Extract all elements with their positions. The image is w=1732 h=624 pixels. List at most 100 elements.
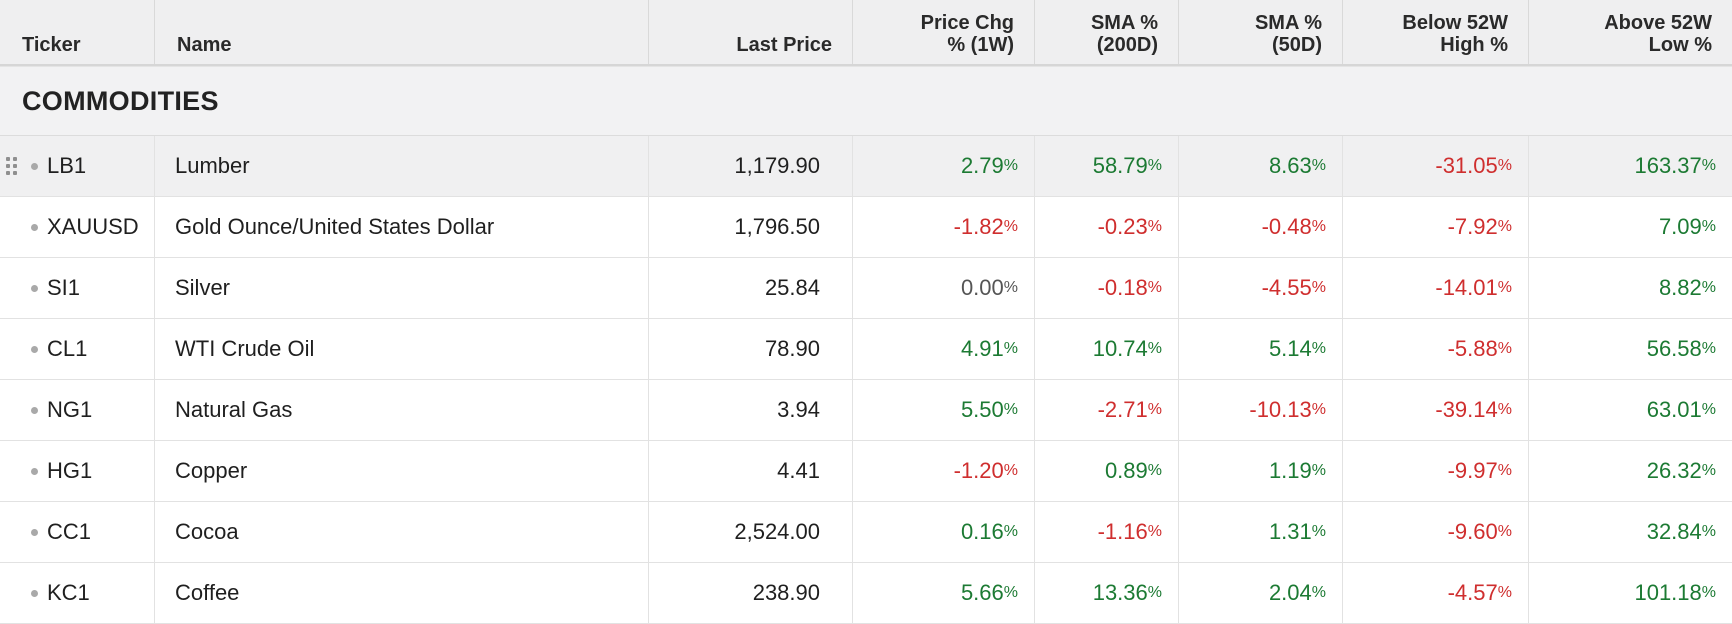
drag-handle-icon[interactable] — [6, 157, 18, 175]
ticker-symbol: CC1 — [47, 519, 92, 544]
last-price-cell: 25.84 — [649, 258, 853, 318]
percent-unit: % — [1311, 157, 1326, 174]
instrument-name: Coffee — [175, 580, 240, 605]
last-price-cell: 78.90 — [649, 319, 853, 379]
instrument-name: Gold Ounce/United States Dollar — [175, 214, 495, 239]
column-header-above-52w-low[interactable]: Above 52W Low % — [1529, 0, 1732, 64]
below-52w-high-value: -4.57 — [1447, 580, 1498, 605]
ticker-cell[interactable]: KC1 — [0, 563, 155, 623]
below-52w-high-value: -9.60 — [1447, 519, 1498, 544]
column-header-label: SMA % (200D) — [1090, 12, 1158, 56]
percent-unit: % — [1311, 218, 1326, 235]
below-52w-high-value: -7.92 — [1447, 214, 1498, 239]
column-header-sma-50d[interactable]: SMA % (50D) — [1179, 0, 1343, 64]
column-header-ticker[interactable]: Ticker — [0, 0, 155, 64]
price-chg-1w-cell: -1.20% — [853, 441, 1035, 501]
ticker-symbol: XAUUSD — [47, 214, 139, 239]
percent-unit: % — [1147, 462, 1162, 479]
table-row[interactable]: LB1 Lumber 1,179.90 2.79% 58.79% 8.63% -31.05%… — [0, 136, 1732, 197]
table-row[interactable]: XAUUSD Gold Ounce/United States Dollar 1,7… — [0, 197, 1732, 258]
column-header-label: Below 52W High % — [1402, 12, 1508, 56]
ticker-cell[interactable]: NG1 — [0, 380, 155, 440]
ticker-symbol: LB1 — [47, 153, 87, 178]
price-chg-1w-cell: 0.16% — [853, 502, 1035, 562]
below-52w-high-value: -39.14 — [1435, 397, 1498, 422]
name-cell[interactable]: Gold Ounce/United States Dollar — [155, 197, 649, 257]
table-row[interactable]: NG1 Natural Gas 3.94 5.50% -2.71% -10.13% -39.… — [0, 380, 1732, 441]
below-52w-high-value: -9.97 — [1447, 458, 1498, 483]
instrument-name: Silver — [175, 275, 231, 300]
bullet-icon — [31, 406, 38, 414]
price-chg-1w-cell: 0.00% — [853, 258, 1035, 318]
ticker-cell[interactable]: HG1 — [0, 441, 155, 501]
instrument-name: Lumber — [175, 153, 250, 178]
table-row[interactable]: CC1 Cocoa 2,524.00 0.16% -1.16% 1.31% -9.60% 32… — [0, 502, 1732, 563]
percent-unit: % — [1701, 462, 1716, 479]
column-header-below-52w-high[interactable]: Below 52W High % — [1343, 0, 1529, 64]
section-header-commodities: COMMODITIES — [0, 66, 1732, 136]
ticker-cell[interactable]: CC1 — [0, 502, 155, 562]
name-cell[interactable]: Lumber — [155, 136, 649, 196]
sma-50d-cell: -0.48% — [1179, 197, 1343, 257]
ticker-cell[interactable]: CL1 — [0, 319, 155, 379]
sma-200d-value: 0.89 — [1104, 458, 1148, 483]
last-price-cell: 238.90 — [649, 563, 853, 623]
sma-200d-cell: 0.89% — [1035, 441, 1179, 501]
column-header-name[interactable]: Name — [155, 0, 649, 64]
sma-50d-cell: 8.63% — [1179, 136, 1343, 196]
last-price-cell: 1,796.50 — [649, 197, 853, 257]
percent-unit: % — [1701, 523, 1716, 540]
bullet-icon — [31, 223, 38, 231]
table-row[interactable]: SI1 Silver 25.84 0.00% -0.18% -4.55% -14.01% 8.… — [0, 258, 1732, 319]
table-row[interactable]: KC1 Coffee 238.90 5.66% 13.36% 2.04% -4.57% 101… — [0, 563, 1732, 624]
percent-unit: % — [1147, 157, 1162, 174]
percent-unit: % — [1311, 584, 1326, 601]
sma-50d-value: -4.55 — [1261, 275, 1312, 300]
name-cell[interactable]: Coffee — [155, 563, 649, 623]
price-chg-1w-cell: 4.91% — [853, 319, 1035, 379]
name-cell[interactable]: Copper — [155, 441, 649, 501]
sma-200d-cell: -2.71% — [1035, 380, 1179, 440]
last-price-value: 1,796.50 — [734, 214, 820, 239]
instrument-name: Cocoa — [175, 519, 239, 544]
percent-unit: % — [1701, 401, 1716, 418]
bullet-icon — [31, 162, 38, 170]
name-cell[interactable]: Silver — [155, 258, 649, 318]
sma-50d-cell: 5.14% — [1179, 319, 1343, 379]
ticker-cell[interactable]: SI1 — [0, 258, 155, 318]
sma-200d-cell: 10.74% — [1035, 319, 1179, 379]
price-chg-1w-cell: -1.82% — [853, 197, 1035, 257]
above-52w-low-cell: 32.84% — [1529, 502, 1732, 562]
table-row[interactable]: HG1 Copper 4.41 -1.20% 0.89% 1.19% -9.97% 26.32… — [0, 441, 1732, 502]
column-header-price-chg-1w[interactable]: Price Chg% (1W) — [853, 0, 1035, 64]
sma-200d-value: 10.74 — [1092, 336, 1148, 361]
last-price-value: 25.84 — [764, 275, 820, 300]
percent-unit: % — [1497, 279, 1512, 296]
percent-unit: % — [1003, 218, 1018, 235]
last-price-value: 4.41 — [777, 458, 820, 483]
last-price-cell: 1,179.90 — [649, 136, 853, 196]
column-header-last-price[interactable]: Last Price — [649, 0, 853, 64]
below-52w-high-cell: -9.60% — [1343, 502, 1529, 562]
column-header-sma-200d[interactable]: SMA % (200D) — [1035, 0, 1179, 64]
name-cell[interactable]: WTI Crude Oil — [155, 319, 649, 379]
above-52w-low-value: 26.32 — [1646, 458, 1702, 483]
percent-unit: % — [1311, 340, 1326, 357]
ticker-cell[interactable]: XAUUSD — [0, 197, 155, 257]
table-row[interactable]: CL1 WTI Crude Oil 78.90 4.91% 10.74% 5.14% -5.… — [0, 319, 1732, 380]
percent-unit: % — [1497, 462, 1512, 479]
name-cell[interactable]: Natural Gas — [155, 380, 649, 440]
ticker-symbol: CL1 — [47, 336, 88, 361]
price-chg-1w-cell: 5.50% — [853, 380, 1035, 440]
sma-50d-value: 2.04 — [1268, 580, 1312, 605]
bullet-icon — [31, 345, 38, 353]
below-52w-high-cell: -14.01% — [1343, 258, 1529, 318]
below-52w-high-cell: -4.57% — [1343, 563, 1529, 623]
percent-unit: % — [1701, 584, 1716, 601]
sma-200d-cell: -0.23% — [1035, 197, 1179, 257]
sma-200d-value: -2.71 — [1097, 397, 1148, 422]
above-52w-low-value: 32.84 — [1646, 519, 1702, 544]
ticker-cell[interactable]: LB1 — [0, 136, 155, 196]
name-cell[interactable]: Cocoa — [155, 502, 649, 562]
